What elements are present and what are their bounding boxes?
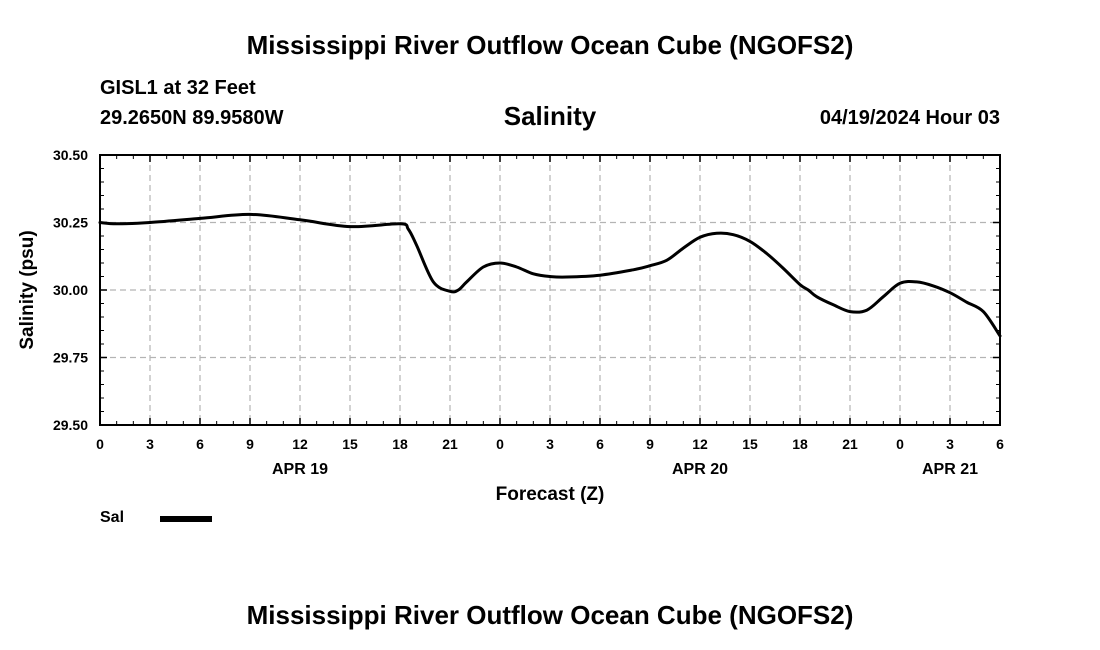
x-tick-label: 6 xyxy=(996,436,1004,452)
salinity-series-line xyxy=(98,212,1002,338)
label-layer: 0 3 6 9 12 15 18 21 0 3 6 9 12 15 18 21 0 3 6 29.50 29.75 30.… xyxy=(53,147,1004,478)
plot-frame xyxy=(99,154,1001,426)
footer-title: Mississippi River Outflow Ocean Cube (NG… xyxy=(246,600,854,630)
x-tick-label: 21 xyxy=(442,436,458,452)
forecast-datetime: 04/19/2024 Hour 03 xyxy=(819,107,1000,129)
x-tick-label: 3 xyxy=(146,436,154,452)
x-tick-label: 12 xyxy=(692,436,708,452)
x-tick-label: 6 xyxy=(196,436,204,452)
legend-line-swatch xyxy=(160,516,212,522)
x-tick-label: 6 xyxy=(596,436,604,452)
x-tick-label: 9 xyxy=(646,436,654,452)
variable-title: Salinity xyxy=(503,101,597,131)
chart-title: Mississippi River Outflow Ocean Cube (NG… xyxy=(246,30,854,60)
x-tick-label: 0 xyxy=(96,436,104,452)
x-tick-label: 21 xyxy=(842,436,858,452)
date-label: APR 21 xyxy=(922,461,978,478)
y-tick-label: 30.50 xyxy=(53,147,88,163)
x-tick-label: 9 xyxy=(246,436,254,452)
x-tick-label: 0 xyxy=(496,436,504,452)
x-tick-label: 18 xyxy=(392,436,408,452)
x-tick-label: 15 xyxy=(742,436,758,452)
station-label: GISL1 at 32 Feet xyxy=(100,77,256,99)
legend: Sal xyxy=(100,509,212,527)
x-tick-label: 0 xyxy=(896,436,904,452)
y-tick-label: 30.25 xyxy=(53,215,88,231)
x-axis-title: Forecast (Z) xyxy=(496,484,605,505)
x-tick-label: 15 xyxy=(342,436,358,452)
legend-label: Sal xyxy=(100,509,125,526)
y-tick-label: 29.75 xyxy=(53,350,88,366)
date-label: APR 19 xyxy=(272,461,328,478)
y-tick-label: 29.50 xyxy=(53,417,88,433)
y-tick-label: 30.00 xyxy=(53,282,88,298)
x-tick-label: 3 xyxy=(946,436,954,452)
y-axis-title: Salinity (psu) xyxy=(17,230,38,349)
x-tick-label: 12 xyxy=(292,436,308,452)
grid-layer xyxy=(100,154,1000,425)
station-coordinates: 29.2650N 89.9580W xyxy=(100,107,284,129)
x-tick-label: 3 xyxy=(546,436,554,452)
x-tick-label: 18 xyxy=(792,436,808,452)
date-label: APR 20 xyxy=(672,461,728,478)
